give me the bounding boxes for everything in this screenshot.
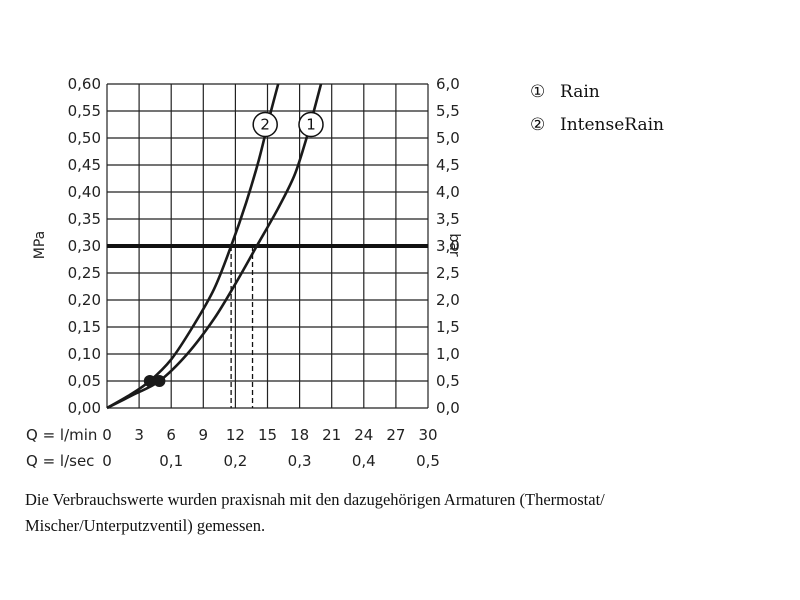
measurement-note: Die Verbrauchswerte wurden praxisnah mit…: [25, 487, 785, 539]
min-point-intenserain: [143, 375, 156, 387]
x-tick-label-lsec: 0,5: [416, 452, 440, 470]
y-tick-label-right: 5,5: [436, 102, 460, 120]
y-tick-label-right: 6,0: [436, 75, 460, 93]
y-tick-label-left: 0,40: [68, 183, 101, 201]
legend-label-intenserain: IntenseRain: [560, 115, 664, 135]
tick-labels: 0 3 6 9 12 15 18 21 24 27 300,00 0,00,05 0,50,10 1,00…: [68, 75, 460, 470]
y-tick-label-left: 0,25: [68, 264, 101, 282]
x-tick-label-lmin: 27: [386, 426, 405, 444]
x-tick-label-lsec: 0: [102, 452, 112, 470]
x-tick-label-lsec: 0,4: [352, 452, 376, 470]
x-axis-lmin-label: Q = l/min: [26, 426, 97, 444]
y-tick-label-right: 4,0: [436, 183, 460, 201]
series-line-intenserain: [106, 83, 280, 410]
y-tick-label-left: 0,30: [68, 237, 101, 255]
series-marker-number-rain: 1: [306, 116, 316, 134]
y-tick-label-right: 1,0: [436, 345, 460, 363]
x-tick-label-lmin: 9: [199, 426, 209, 444]
y-tick-label-right: 2,0: [436, 291, 460, 309]
x-tick-label-lmin: 0: [102, 426, 112, 444]
x-tick-label-lmin: 6: [166, 426, 176, 444]
note-line-1: Die Verbrauchswerte wurden praxisnah mit…: [25, 490, 605, 509]
x-tick-label-lmin: 12: [226, 426, 245, 444]
y-tick-label-left: 0,60: [68, 75, 101, 93]
x-tick-label-lmin: 21: [322, 426, 341, 444]
y-tick-label-right: 2,5: [436, 264, 460, 282]
y-tick-label-left: 0,15: [68, 318, 101, 336]
min-point-rain: [153, 375, 166, 387]
y-tick-label-left: 0,50: [68, 129, 101, 147]
legend-marker-intenserain: ②: [530, 115, 545, 135]
y-tick-label-left: 0,20: [68, 291, 101, 309]
x-tick-label-lmin: 3: [134, 426, 144, 444]
x-tick-label-lmin: 24: [354, 426, 373, 444]
y-tick-label-right: 0,0: [436, 399, 460, 417]
x-tick-label-lmin: 30: [418, 426, 437, 444]
legend: ① Rain ② IntenseRain: [530, 82, 664, 135]
y-tick-label-right: 0,5: [436, 372, 460, 390]
legend-marker-rain: ①: [530, 82, 545, 102]
x-tick-label-lsec: 0,1: [159, 452, 183, 470]
y-tick-label-left: 0,00: [68, 399, 101, 417]
y-tick-label-left: 0,10: [68, 345, 101, 363]
series-marker-number-intenserain: 2: [260, 116, 270, 134]
y-tick-label-right: 3,5: [436, 210, 460, 228]
y-tick-label-left: 0,55: [68, 102, 101, 120]
y-axis-right-label: bar: [446, 233, 462, 256]
note-line-2: Mischer/Unterputzventil) gemessen.: [25, 516, 266, 535]
y-tick-label-left: 0,05: [68, 372, 101, 390]
y-axis-left-label: MPa: [32, 231, 48, 259]
x-tick-label-lmin: 15: [258, 426, 277, 444]
x-tick-label-lsec: 0,2: [223, 452, 247, 470]
x-tick-label-lsec: 0,3: [288, 452, 312, 470]
y-tick-label-right: 1,5: [436, 318, 460, 336]
x-tick-label-lmin: 18: [290, 426, 309, 444]
y-tick-label-right: 5,0: [436, 129, 460, 147]
legend-label-rain: Rain: [560, 82, 600, 102]
series-layer: 12: [106, 83, 324, 410]
y-tick-label-left: 0,45: [68, 156, 101, 174]
series-marker-circle-rain: [298, 111, 324, 138]
y-tick-label-right: 3,0: [436, 237, 460, 255]
y-tick-label-right: 4,5: [436, 156, 460, 174]
x-axis-lsec-label: Q = l/sec: [26, 452, 94, 470]
series-marker-circle-intenserain: [252, 111, 278, 138]
y-tick-label-left: 0,35: [68, 210, 101, 228]
